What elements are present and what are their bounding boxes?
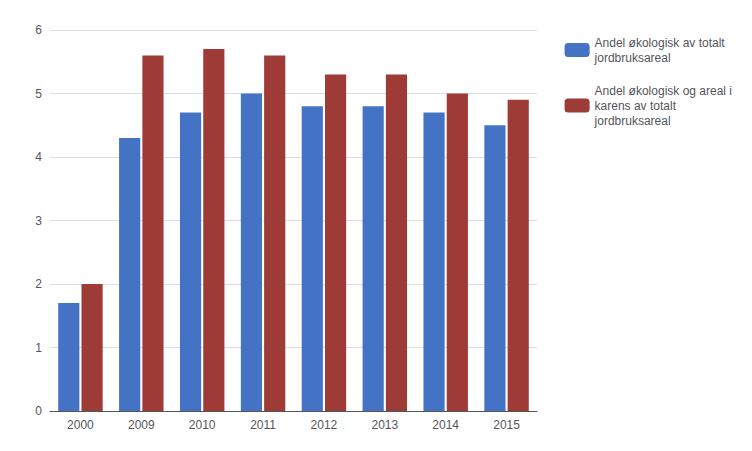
svg-text:Andel økologisk og areal i: Andel økologisk og areal i: [595, 84, 732, 98]
svg-text:Andel økologisk av totalt: Andel økologisk av totalt: [595, 36, 726, 50]
svg-text:4: 4: [35, 150, 42, 164]
svg-text:jordbruksareal: jordbruksareal: [594, 51, 671, 65]
svg-text:2010: 2010: [189, 418, 216, 432]
svg-text:1: 1: [35, 341, 42, 355]
svg-text:3: 3: [35, 214, 42, 228]
svg-text:2: 2: [35, 277, 42, 291]
svg-text:2011: 2011: [250, 418, 276, 432]
svg-text:jordbruksareal: jordbruksareal: [594, 114, 671, 128]
svg-text:0: 0: [35, 404, 42, 418]
svg-text:2014: 2014: [432, 418, 459, 432]
svg-text:5: 5: [35, 87, 42, 101]
svg-text:2012: 2012: [311, 418, 338, 432]
svg-text:2009: 2009: [128, 418, 155, 432]
svg-text:2013: 2013: [371, 418, 398, 432]
svg-text:6: 6: [35, 23, 42, 37]
svg-text:karens av totalt: karens av totalt: [595, 99, 677, 113]
svg-text:2000: 2000: [67, 418, 94, 432]
svg-text:2015: 2015: [493, 418, 520, 432]
